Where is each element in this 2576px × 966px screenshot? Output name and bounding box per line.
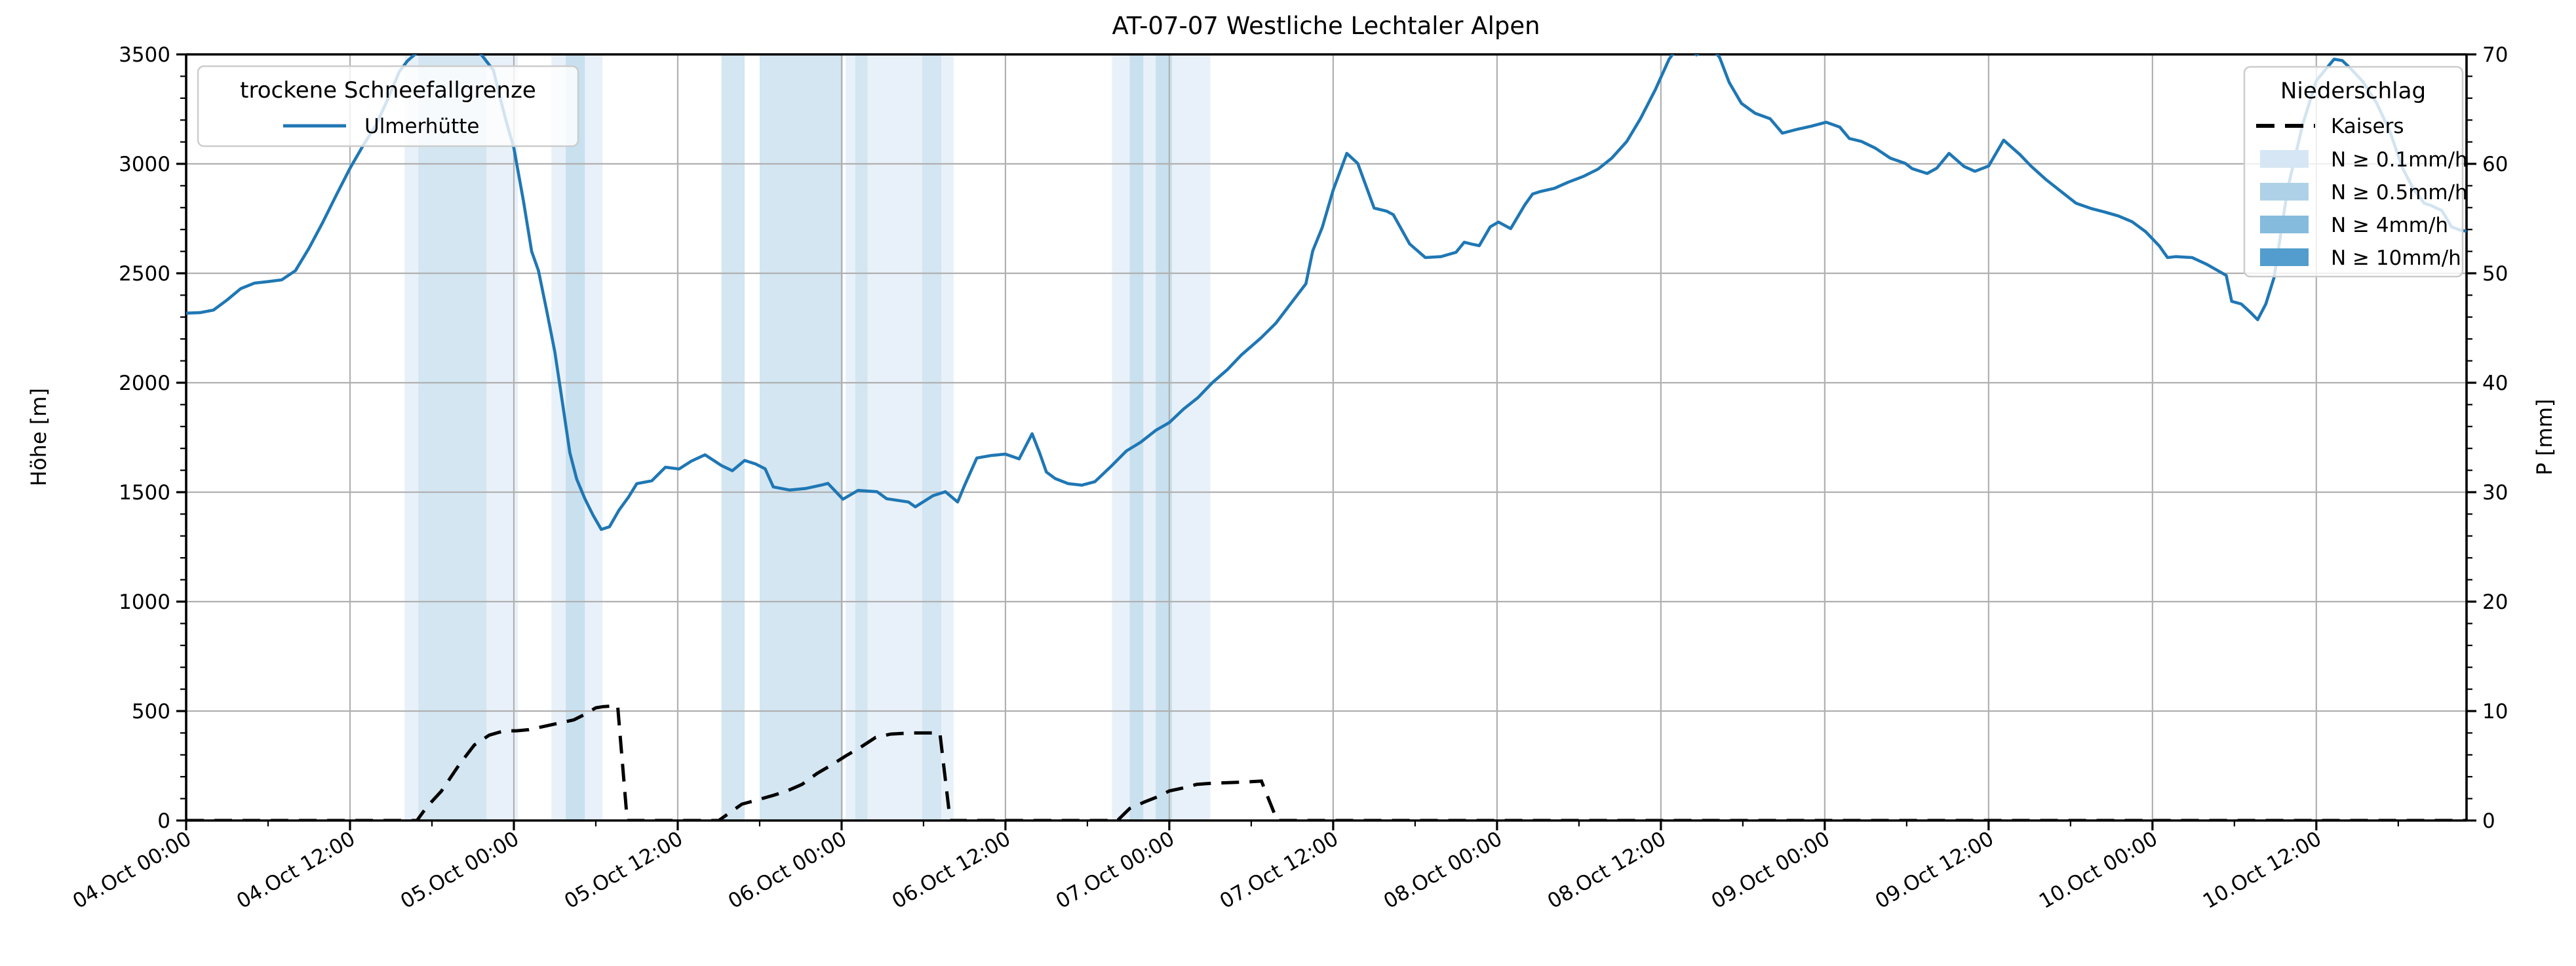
legend-item-label: N ≥ 0.5mm/h [2331,181,2468,204]
legend-patch-01mmh [2260,150,2309,168]
legend-patch-05mmh [2260,183,2309,201]
precip-band-0.5 [855,54,868,821]
x-tick-label: 06.Oct 00:00 [724,827,851,914]
precip-band-0.1 [404,54,419,821]
precip-band-0.5 [721,54,745,821]
y-left-tick-label: 2500 [119,262,170,286]
legend-item-label: N ≥ 10mm/h [2331,246,2461,270]
y-right-tick-label: 40 [2482,372,2508,395]
y-right-tick-label: 60 [2482,153,2508,176]
x-tick-label: 08.Oct 00:00 [1380,827,1506,914]
legend-item-label: N ≥ 4mm/h [2331,214,2448,237]
legend-title: Niederschlag [2280,78,2426,104]
y-tick-labels-right: 0 10 20 30 40 50 60 70 [2482,43,2508,833]
y-right-tick-label: 70 [2482,43,2508,67]
x-tick-labels: 04.Oct 00:00 04.Oct 12:00 05.Oct 00:00 05.O… [69,827,2326,914]
x-tick-label: 05.Oct 12:00 [560,827,687,914]
precip-band-0.1 [941,54,954,821]
x-tick-label: 04.Oct 12:00 [233,827,359,914]
y-tick-labels-left: 0 500 1000 1500 2000 2500 3000 3500 [119,43,170,833]
legend-precipitation: Niederschlag Kaisers N ≥ 0.1mm/h N ≥ 0.5… [2243,66,2468,278]
x-tick-label: 09.Oct 12:00 [1871,827,1998,914]
precip-bands-layer [404,54,1211,821]
axes-spines [185,53,2468,822]
y-right-tick-label: 0 [2482,809,2495,833]
precip-band-0.1 [846,54,855,821]
legend-item-label: Ulmerhütte [364,115,479,138]
y-axis-label-left: Höhe [m] [26,388,51,486]
y-left-tick-label: 500 [132,700,170,724]
gridline-layer [185,54,2467,821]
y-left-tick-label: 0 [157,809,170,833]
y-axis-label-right: P [mm] [2532,399,2557,476]
precip-band-0.5 [418,54,487,821]
y-right-tick-label: 10 [2482,700,2508,724]
y-right-tick-label: 50 [2482,262,2508,286]
series-layer [186,54,2467,821]
legend-title: trockene Schneefallgrenze [240,77,536,104]
x-tick-label: 06.Oct 12:00 [888,827,1015,914]
chart-title: AT-07-07 Westliche Lechtaler Alpen [1112,12,1540,40]
x-tick-label: 10.Oct 00:00 [2035,827,2162,914]
kaisers-precip-line [186,704,2467,821]
legend-patch-10mmh [2260,248,2309,266]
precip-band-0.5 [1129,54,1144,821]
x-tick-label: 07.Oct 00:00 [1052,827,1179,914]
y-left-tick-label: 2000 [119,372,170,395]
precip-band-0.5 [922,54,942,821]
precip-band-0.1 [867,54,922,821]
y-left-tick-label: 1500 [119,481,170,505]
legend-item-label: Kaisers [2331,115,2404,138]
legend-patch-4mmh [2260,216,2309,233]
legend-snowfall-line: trockene Schneefallgrenze Ulmerhütte [197,65,579,147]
x-tick-label: 07.Oct 12:00 [1216,827,1342,914]
x-tick-label: 09.Oct 00:00 [1708,827,1834,914]
y-right-tick-label: 30 [2482,481,2508,505]
y-left-tick-label: 3500 [119,43,170,67]
tick-layer [176,53,2476,830]
y-left-tick-label: 1000 [119,590,170,614]
x-tick-label: 04.Oct 00:00 [69,827,195,914]
x-tick-label: 08.Oct 12:00 [1544,827,1670,914]
y-left-tick-label: 3000 [119,153,170,176]
ulmerhuette-snowline [186,54,2467,531]
precip-band-0.1 [486,54,518,821]
y-right-tick-label: 20 [2482,590,2508,614]
legend-item-label: N ≥ 0.1mm/h [2331,148,2468,172]
x-tick-label: 10.Oct 12:00 [2199,827,2326,914]
x-tick-label: 05.Oct 00:00 [397,827,523,914]
precip-band-0.5 [759,54,844,821]
